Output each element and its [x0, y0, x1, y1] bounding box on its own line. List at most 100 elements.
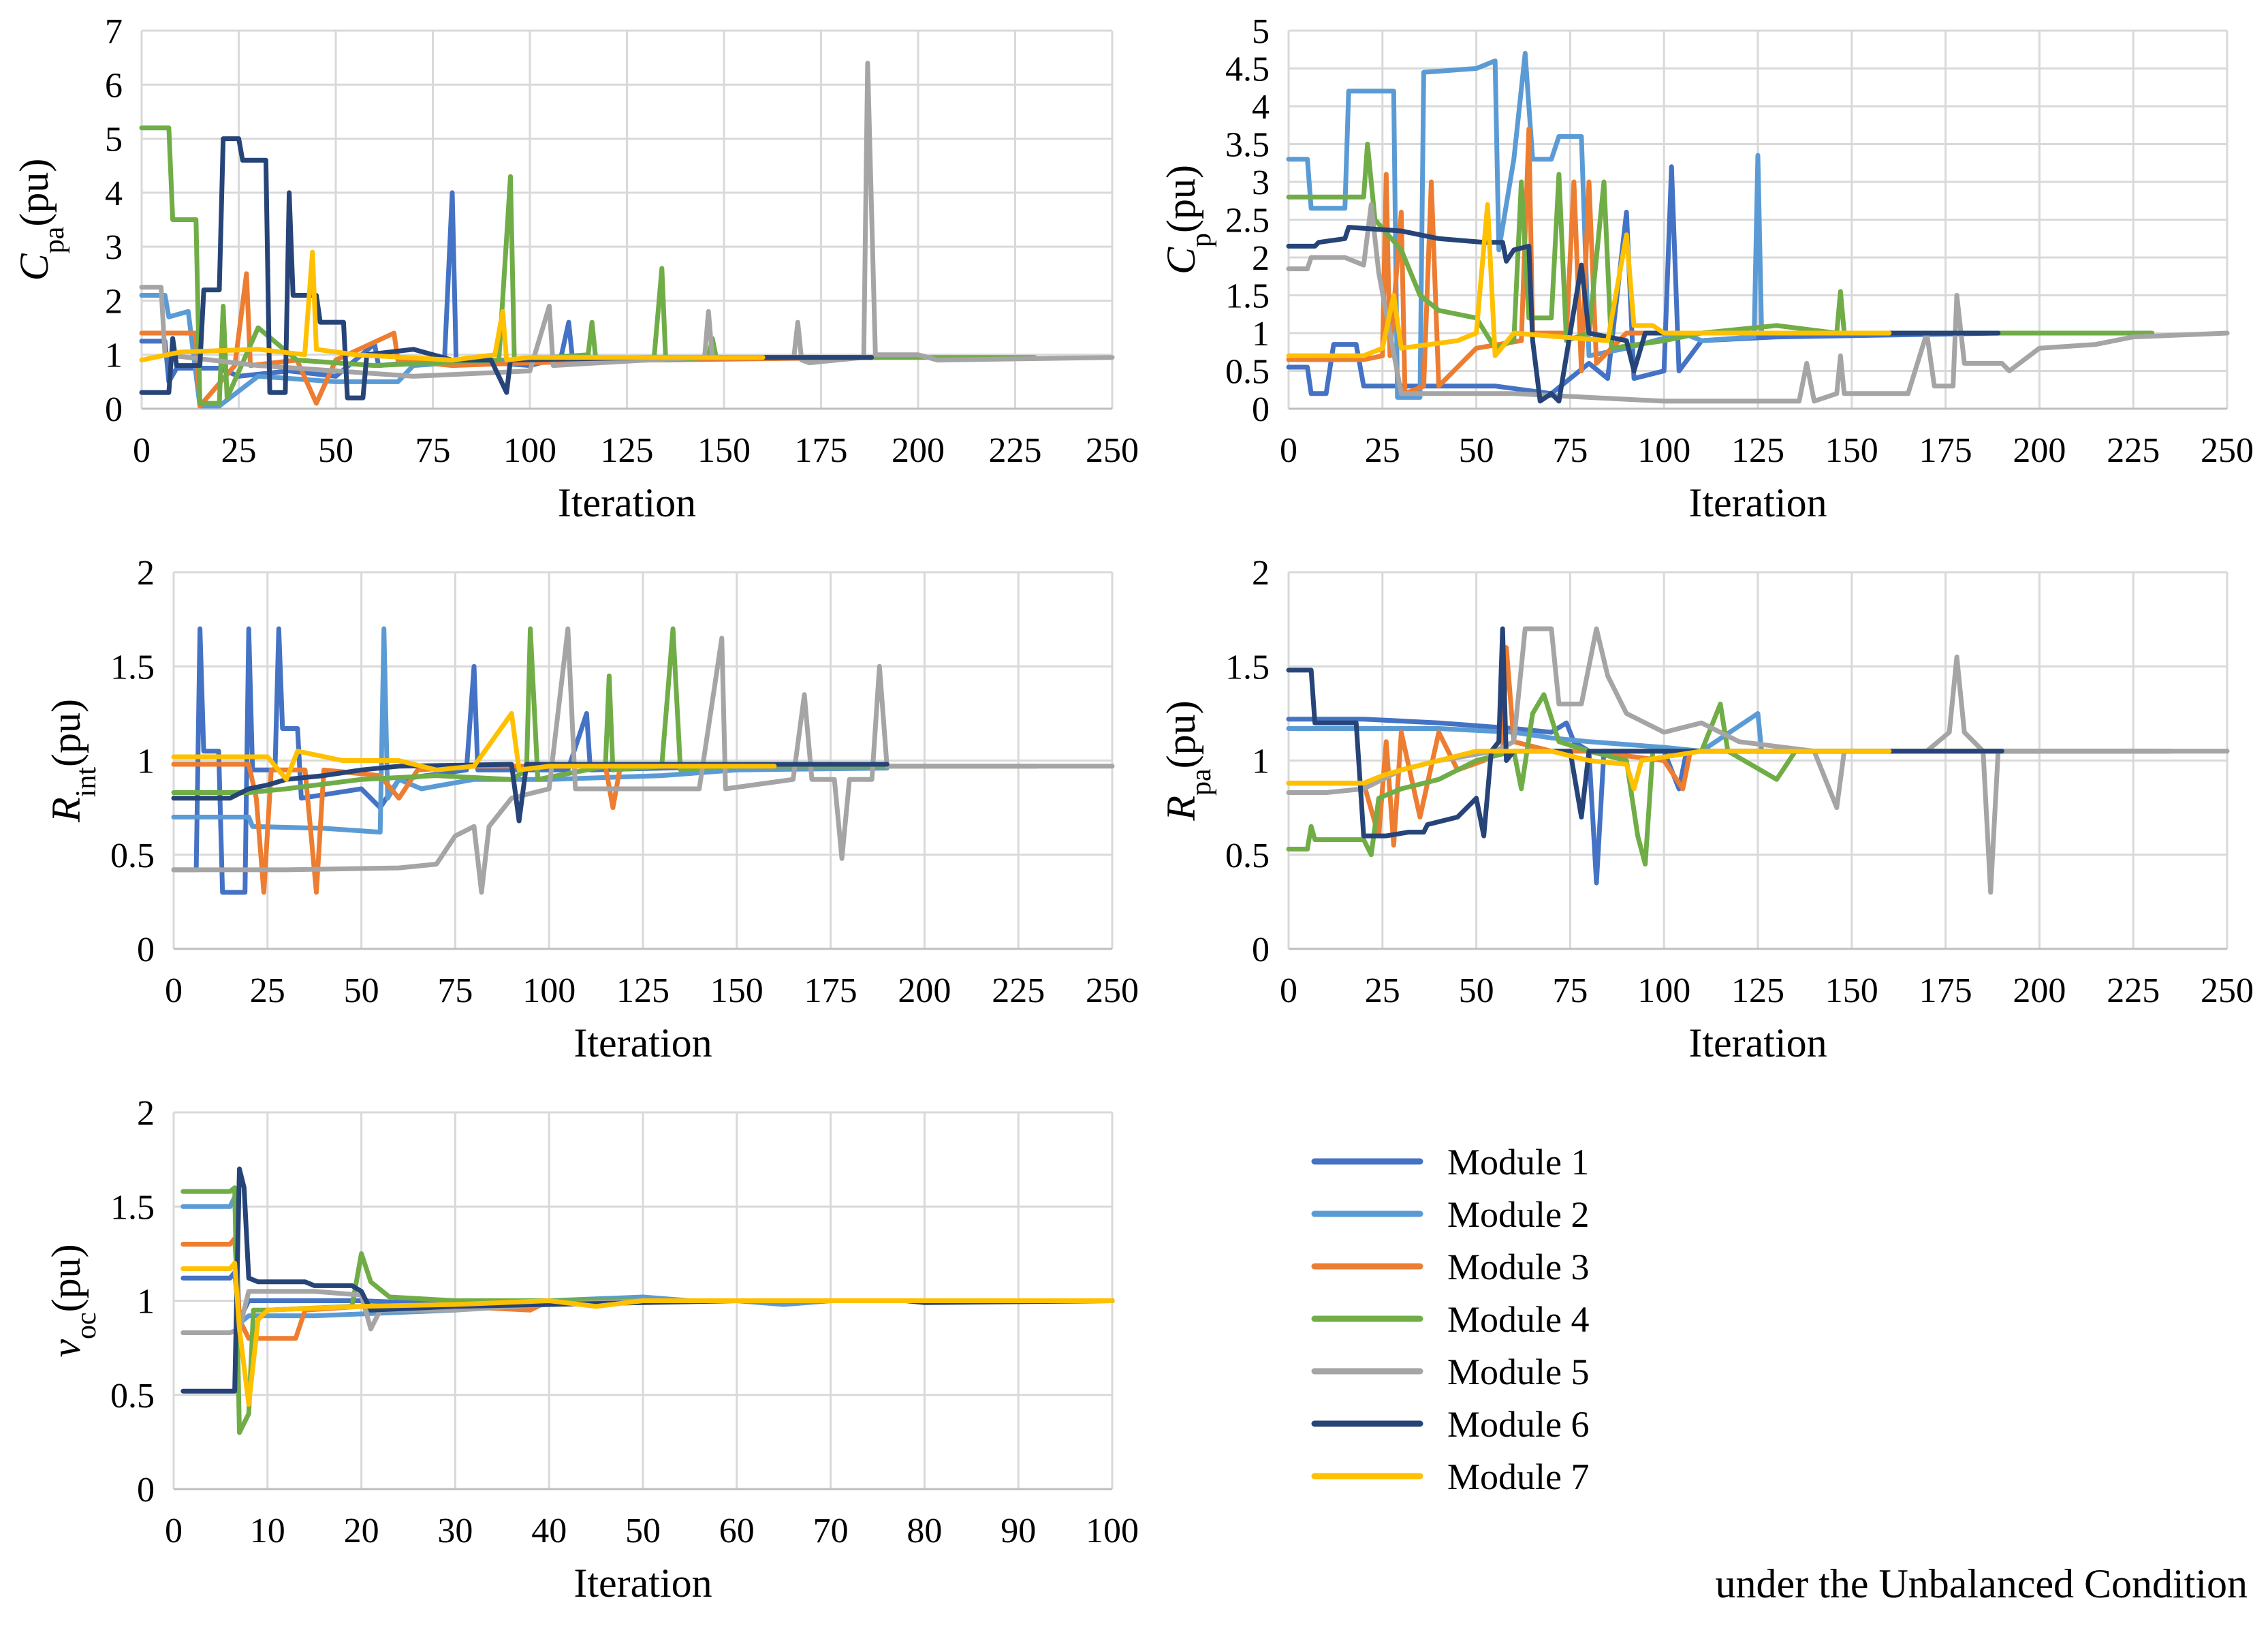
x-tick-label: 175 — [804, 971, 857, 1010]
legend-label-module-1: Module 1 — [1447, 1142, 1590, 1183]
y-tick-label: 0.5 — [1225, 837, 1270, 875]
series-line-module-1 — [171, 626, 889, 895]
x-tick-label: 150 — [697, 431, 751, 470]
y-axis-label-subscript: oc — [71, 1312, 102, 1339]
series-line-module-7 — [1286, 202, 1892, 358]
y-tick-label: 0.5 — [1225, 353, 1270, 392]
x-tick-label: 0 — [165, 971, 183, 1010]
y-tick-label: 3 — [1252, 163, 1270, 202]
x-tick-label: 200 — [892, 431, 945, 470]
y-tick-label: 1.5 — [110, 648, 155, 687]
y-tick-label: 1.5 — [1225, 648, 1270, 687]
x-tick-label: 100 — [1637, 431, 1690, 470]
y-axis-label: Cpa(pu) — [12, 159, 70, 281]
x-tick-label: 50 — [625, 1512, 661, 1550]
x-tick-label: 100 — [1637, 971, 1690, 1010]
x-tick-label: 25 — [221, 431, 257, 470]
series-line-module-5 — [1286, 626, 2230, 895]
x-tick-label: 90 — [1001, 1512, 1036, 1550]
y-axis-label-unit: (pu) — [12, 159, 57, 227]
y-tick-label: 4 — [1252, 88, 1270, 127]
series-line-module-5 — [171, 626, 1115, 895]
series-line-module-3 — [180, 1236, 1115, 1341]
y-axis-label-subscript: int — [71, 767, 102, 798]
legend-label-module-7: Module 7 — [1447, 1456, 1590, 1497]
y-tick-label: 1.5 — [110, 1188, 155, 1227]
x-tick-label: 70 — [813, 1512, 849, 1550]
x-tick-label: 250 — [1086, 431, 1139, 470]
chart-cp: 00.511.522.533.544.550 25 50 75 100 125 150 175… — [1159, 12, 2254, 525]
x-tick-label: 75 — [1552, 971, 1588, 1010]
y-tick-label: 2 — [105, 282, 123, 321]
y-tick-label: 1 — [137, 742, 155, 781]
x-tick-label: 100 — [522, 971, 576, 1010]
caption-text: under the Unbalanced Condition — [1716, 1561, 2248, 1606]
series-line-module-3 — [171, 762, 889, 895]
series-line-module-2 — [1286, 50, 2004, 400]
y-tick-label: 6 — [105, 66, 123, 105]
x-tick-label: 100 — [503, 431, 556, 470]
y-axis-label-symbol: R — [44, 797, 89, 823]
x-tick-label: 225 — [992, 971, 1045, 1010]
y-tick-label: 0 — [137, 1471, 155, 1510]
x-tick-label: 175 — [1919, 971, 1972, 1010]
y-tick-label: 1 — [1252, 315, 1270, 354]
chart-rpa: 0 0.5 1 1.5 2 0 25 50 75 100 125 150 175 200 225 250 Ite… — [1159, 554, 2254, 1065]
y-tick-label: 1 — [1252, 742, 1270, 781]
y-tick-label: 4 — [105, 174, 123, 213]
series-line-module-4 — [1286, 142, 2155, 351]
x-tick-label: 50 — [1459, 971, 1494, 1010]
y-axis-label-symbol: C — [1159, 247, 1203, 275]
y-axis-label-subscript: p — [1186, 233, 1217, 247]
x-axis-label: Iteration — [1688, 480, 1827, 525]
y-tick-label: 3.5 — [1225, 126, 1270, 165]
x-tick-label: 25 — [1365, 971, 1400, 1010]
x-tick-label: 200 — [898, 971, 951, 1010]
x-tick-label: 25 — [1365, 431, 1400, 470]
x-tick-label: 50 — [344, 971, 379, 1010]
x-tick-label: 175 — [1919, 431, 1972, 470]
y-axis-label-unit: (pu) — [44, 1244, 89, 1312]
y-axis-label-symbol: v — [44, 1339, 89, 1358]
x-tick-label: 200 — [2013, 971, 2066, 1010]
chart-rint: 0 0.5 1 1.5 2 0 25 50 75 100 125 150 175 200 225 250 Ite… — [44, 554, 1139, 1065]
y-tick-label: 5 — [105, 121, 123, 159]
y-axis-label: voc(pu) — [44, 1244, 102, 1357]
x-tick-label: 100 — [1086, 1512, 1139, 1550]
y-tick-label: 7 — [105, 12, 123, 51]
x-tick-label: 250 — [1086, 971, 1139, 1010]
x-tick-label: 150 — [1825, 971, 1878, 1010]
y-tick-label: 2 — [137, 1094, 155, 1133]
x-tick-label: 250 — [2201, 431, 2254, 470]
series-line-module-7 — [139, 249, 766, 363]
x-tick-label: 150 — [1825, 431, 1878, 470]
x-tick-label: 150 — [710, 971, 763, 1010]
x-axis-label: Iteration — [558, 480, 696, 525]
x-tick-label: 225 — [989, 431, 1042, 470]
y-axis-label-unit: (pu) — [44, 699, 89, 767]
y-tick-label: 1 — [105, 337, 123, 375]
series-line-module-5 — [139, 61, 1115, 379]
x-tick-label: 200 — [2013, 431, 2066, 470]
series-line-module-3 — [139, 271, 882, 409]
y-tick-label: 3 — [105, 228, 123, 267]
y-axis-label: Cp(pu) — [1159, 165, 1217, 275]
series-line-module-6 — [139, 136, 875, 401]
y-tick-label: 0 — [105, 390, 123, 429]
series-line-module-5 — [1286, 202, 2230, 404]
x-tick-label: 60 — [719, 1512, 755, 1550]
legend-label-module-4: Module 4 — [1447, 1299, 1590, 1340]
y-axis-label-unit: (pu) — [1159, 700, 1203, 768]
chart-voc: 00.511.520 10 20 30 40 50 60 70 80 90 100Iteration… — [44, 1094, 1139, 1606]
chart-cpa: 0 1 2 3 4 5 6 7 0 25 50 75 100 125 150 175 200 225 250 Iter… — [12, 12, 1139, 525]
x-axis-label: Iteration — [573, 1020, 712, 1065]
x-axis-label: Iteration — [1688, 1020, 1827, 1065]
y-tick-label: 0.5 — [110, 837, 155, 875]
series-line-module-6 — [180, 1166, 1115, 1394]
legend-label-module-6: Module 6 — [1447, 1404, 1590, 1445]
y-tick-label: 1 — [137, 1283, 155, 1322]
series-line-module-7 — [1286, 749, 1892, 792]
x-tick-label: 125 — [1731, 431, 1784, 470]
x-tick-label: 30 — [437, 1512, 473, 1550]
x-tick-label: 0 — [165, 1512, 183, 1550]
